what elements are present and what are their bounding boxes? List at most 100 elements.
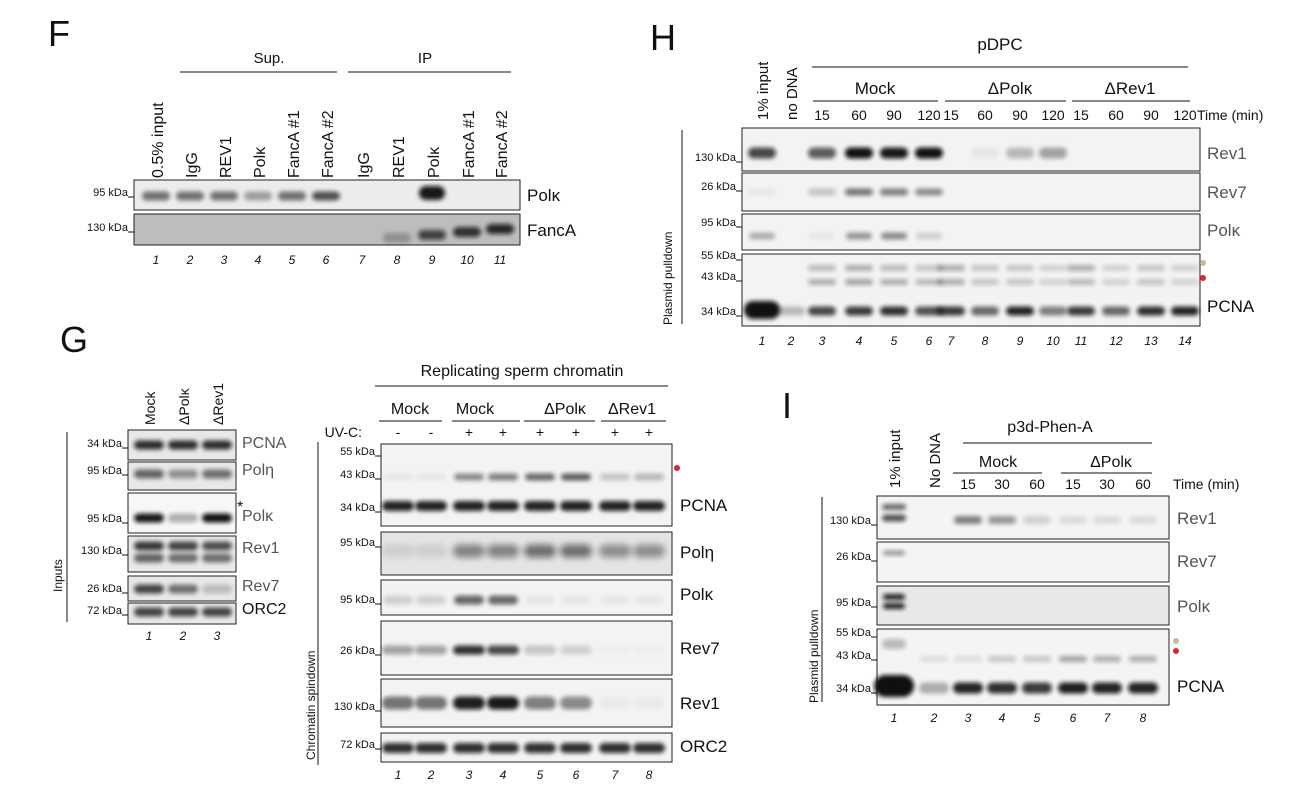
lane-label-f-5: FancA #1	[286, 110, 303, 178]
blot-label-g-input-6: ORC2	[242, 601, 287, 618]
time-h-8: 120	[1041, 107, 1065, 123]
band-h-55-4	[845, 265, 873, 271]
band-g-input-r1-3	[202, 469, 232, 479]
lane-number-g-spin-5: 5	[537, 768, 544, 782]
marker-f-95: 95 kDa	[93, 187, 129, 199]
time-h-3: 90	[886, 107, 902, 123]
band-h-43-13	[1137, 279, 1165, 285]
dot-h-tan	[1200, 260, 1206, 266]
lane-number-g-spin-8: 8	[646, 768, 653, 782]
band-g-polk-4	[488, 595, 518, 605]
marker-h-4: 55 kDa	[701, 250, 737, 262]
panel-letter-f: F	[48, 13, 70, 54]
band-h-pcna-8	[971, 306, 999, 316]
uvc-value-5: +	[536, 424, 544, 440]
lane-number-f-6: 6	[323, 253, 330, 267]
band-g-orc2-3	[453, 743, 485, 753]
band-g-rev7-6	[560, 645, 592, 655]
band-g-poleta-3	[453, 544, 485, 558]
band-g-43-3	[454, 473, 484, 481]
time-h-11: 90	[1143, 107, 1159, 123]
lane-label-f-11: FancA #2	[494, 110, 511, 178]
band-f-polk-6	[312, 191, 340, 201]
band-g-input-r4-1	[134, 553, 164, 563]
lane-number-g-spin-7: 7	[612, 768, 620, 782]
band-g-rev7-4	[487, 645, 519, 655]
band-i-pcna-2	[919, 682, 949, 694]
band-g-43-1	[383, 473, 413, 481]
lane-number-h-12: 12	[1109, 334, 1123, 348]
band-h-43-8	[971, 279, 999, 285]
band-g-input-r0-3	[202, 440, 232, 450]
band-h-rev1-5	[880, 147, 908, 159]
lane-label-g-input-2: ΔPolκ	[176, 387, 192, 425]
band-i-pcna-1a	[882, 639, 906, 649]
marker-g-spin-3: 34 kDa	[340, 502, 376, 514]
blot-label-g-spin-6: ORC2	[680, 737, 727, 756]
band-g-polk-2	[416, 595, 446, 605]
lane-number-g-spin-4: 4	[500, 768, 507, 782]
band-h-rev1-6	[915, 147, 943, 159]
uvc-value-4: +	[499, 424, 507, 440]
band-h-43-12	[1102, 279, 1130, 285]
band-f-fanca-9	[418, 230, 446, 240]
group-label-sup: Sup.	[254, 50, 285, 67]
side-label-h: Plasmid pulldown	[661, 232, 675, 325]
band-i-pcna-7	[1092, 682, 1122, 694]
band-g-rev7-5	[524, 645, 556, 655]
band-g-43-5	[525, 473, 555, 481]
band-h-43-3	[808, 279, 836, 285]
blot-i-2	[876, 541, 1170, 583]
band-h-55-12	[1102, 265, 1130, 271]
lane-label-i-nodna: No DNA	[927, 433, 944, 488]
condition-i-2: ΔPolκ	[1090, 454, 1133, 471]
lane-number-f-1: 1	[153, 253, 160, 267]
band-h-55-6	[915, 265, 943, 271]
lane-number-i-2: 2	[930, 711, 938, 725]
blot-label-g-input-1: PCNA	[242, 435, 287, 452]
condition-i-1: Mock	[979, 454, 1018, 471]
band-h-pcna-9	[1006, 306, 1034, 316]
blot-label-g-spin-2: Polη	[680, 543, 714, 562]
band-g-polk-5	[525, 595, 555, 605]
blot-h-4	[741, 253, 1201, 327]
marker-i-2: 26 kDa	[836, 551, 872, 563]
band-h-55-10	[1039, 265, 1067, 271]
condition-g-4: ΔRev1	[608, 401, 656, 418]
marker-g-spin-6: 26 kDa	[340, 645, 376, 657]
uvc-value-1: -	[396, 424, 401, 440]
blot-label-i-4: PCNA	[1177, 677, 1225, 696]
lane-label-f-4: Polκ	[252, 146, 269, 178]
blot-label-h-2: Rev7	[1207, 183, 1247, 202]
band-g-pcna-8	[633, 501, 665, 511]
band-h-pcna-10	[1039, 306, 1067, 316]
band-g-43-8	[634, 473, 664, 481]
band-i-43-4	[988, 656, 1016, 662]
blot-label-h-4: PCNA	[1207, 297, 1255, 316]
lane-number-f-11: 11	[494, 253, 506, 267]
band-g-pcna-3	[453, 501, 485, 511]
time-h-1: 15	[814, 107, 830, 123]
band-g-rev1-4	[487, 696, 519, 710]
band-h-polk-1	[749, 232, 775, 240]
blot-i-3	[876, 585, 1170, 626]
lane-label-f-10: FancA #1	[461, 110, 478, 178]
band-g-pcna-4	[487, 501, 519, 511]
lane-number-g-spin-6: 6	[573, 768, 580, 782]
band-h-pcna-6	[915, 306, 943, 316]
marker-i-5: 43 kDa	[836, 650, 872, 662]
band-i-rev1-8	[1129, 516, 1157, 524]
band-h-55-9	[1006, 265, 1034, 271]
time-i-4: 15	[1065, 476, 1081, 492]
band-g-pcna-5	[524, 501, 556, 511]
time-i-1: 15	[960, 476, 976, 492]
band-h-rev7-4	[845, 188, 873, 196]
band-h-55-7	[937, 265, 965, 271]
band-g-input-r5-1	[134, 584, 164, 594]
band-f-polk-5	[278, 191, 306, 201]
blot-label-h-1: Rev1	[1207, 144, 1247, 163]
band-g-43-7	[600, 473, 630, 481]
band-i-rev1-4	[988, 516, 1016, 524]
dot-g-red	[674, 465, 680, 471]
lane-number-h-2: 2	[787, 334, 795, 348]
